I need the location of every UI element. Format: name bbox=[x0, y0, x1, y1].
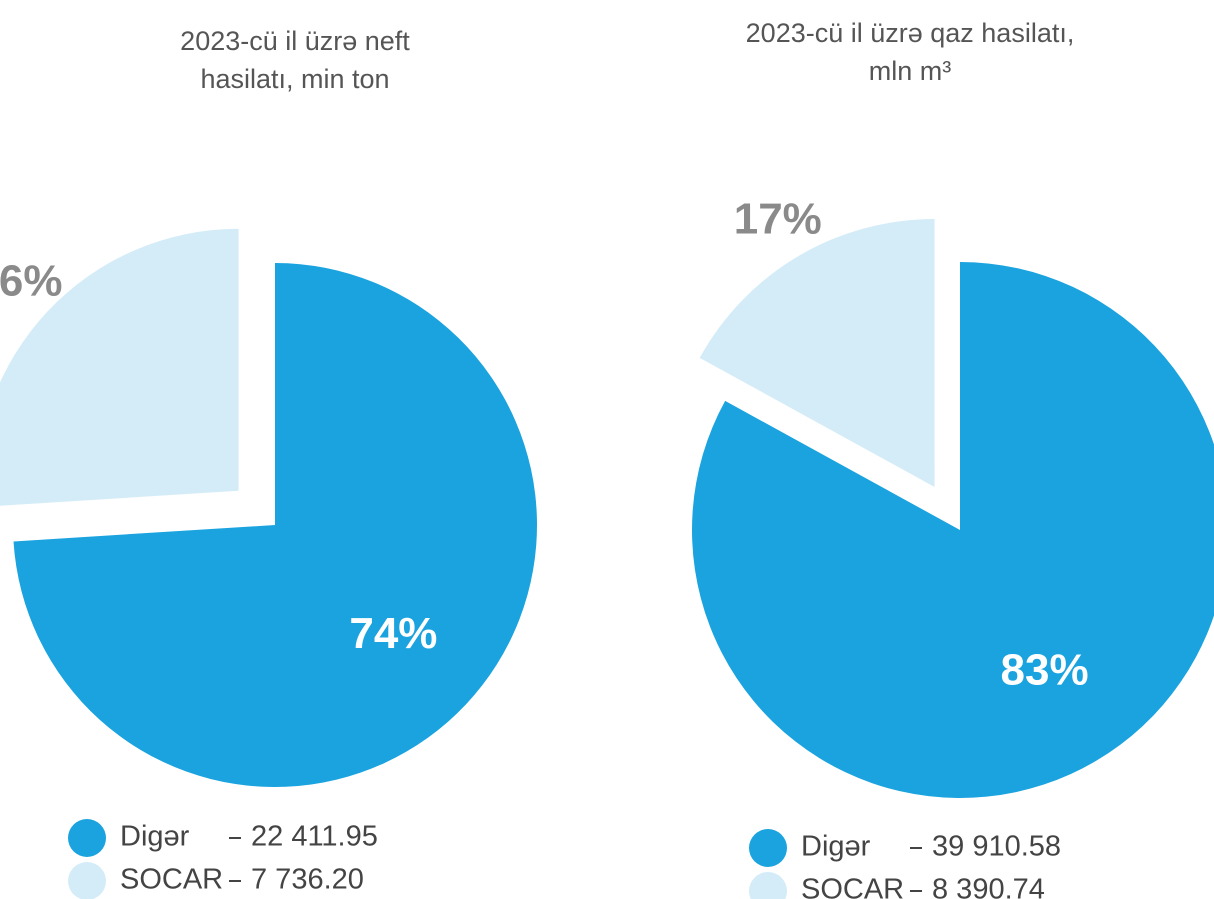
legend-amount: 8 390.74 bbox=[932, 874, 1045, 899]
chart-title: 2023-cü il üzrə neft hasilatı, min ton bbox=[180, 26, 410, 94]
value-label: 83% bbox=[1001, 646, 1089, 695]
legend-name: Digər bbox=[120, 821, 190, 853]
legend-name: SOCAR bbox=[801, 874, 904, 899]
legend-amount: 39 910.58 bbox=[932, 831, 1061, 863]
legend-name: Digər bbox=[801, 831, 871, 863]
value-label: 17% bbox=[734, 194, 822, 243]
legend-swatch bbox=[68, 819, 106, 857]
legend-amount: 7 736.20 bbox=[251, 864, 364, 896]
legend-swatch bbox=[749, 872, 787, 899]
legend-swatch bbox=[749, 829, 787, 867]
chart-title: 2023-cü il üzrə qaz hasilatı, mln m³ bbox=[745, 18, 1075, 86]
legend-swatch bbox=[68, 862, 106, 899]
legend-name: SOCAR bbox=[120, 864, 223, 896]
pie-slice bbox=[692, 262, 1214, 798]
legend-amount: 22 411.95 bbox=[251, 821, 378, 853]
value-label: 26% bbox=[0, 257, 62, 306]
pie-slice bbox=[13, 263, 537, 787]
value-label: 74% bbox=[349, 609, 437, 658]
pie-slice bbox=[699, 218, 935, 487]
pie-slice bbox=[0, 228, 239, 506]
